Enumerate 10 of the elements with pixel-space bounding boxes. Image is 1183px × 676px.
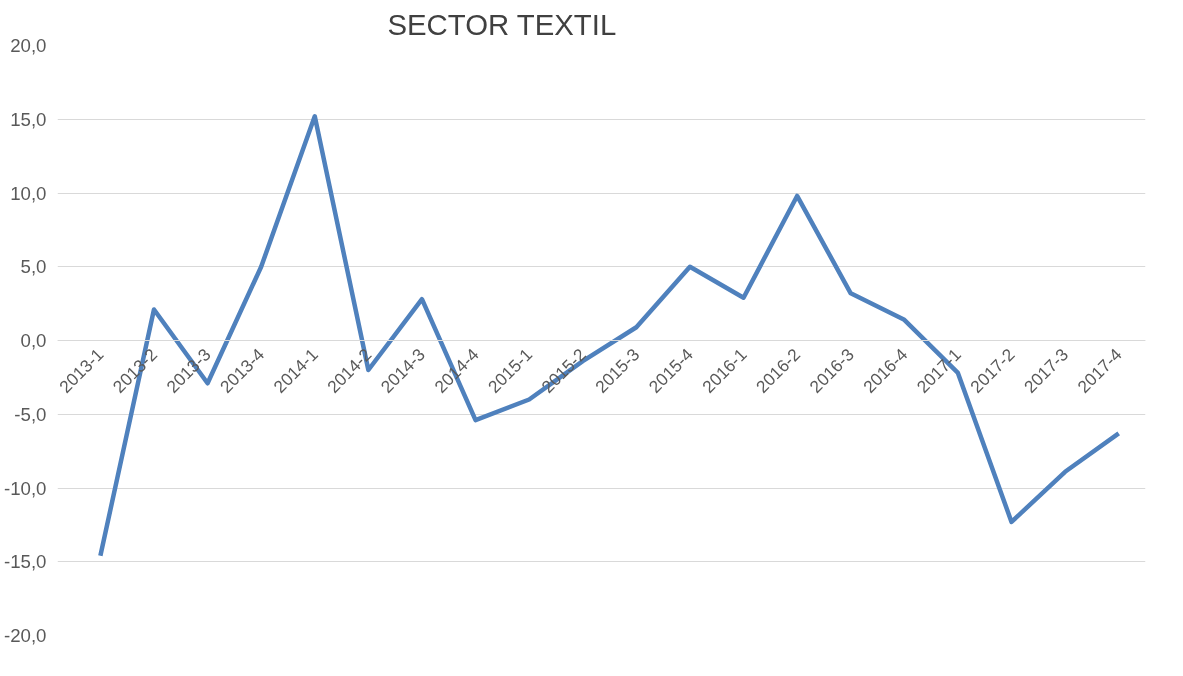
y-tick-label: -20,0 bbox=[3, 625, 47, 646]
y-tick-label: 15,0 bbox=[10, 108, 47, 130]
y-tick-label: 0,0 bbox=[20, 330, 47, 351]
y-tick-label: -15,0 bbox=[3, 551, 47, 573]
y-tick-label: -5,0 bbox=[14, 403, 47, 425]
y-tick-label: 20,0 bbox=[10, 35, 47, 56]
y-tick-label: 10,0 bbox=[10, 182, 47, 204]
y-tick-label: 5,0 bbox=[20, 256, 47, 278]
chart-title: SECTOR TEXTIL bbox=[387, 7, 617, 41]
y-tick-label: -10,0 bbox=[3, 477, 47, 499]
